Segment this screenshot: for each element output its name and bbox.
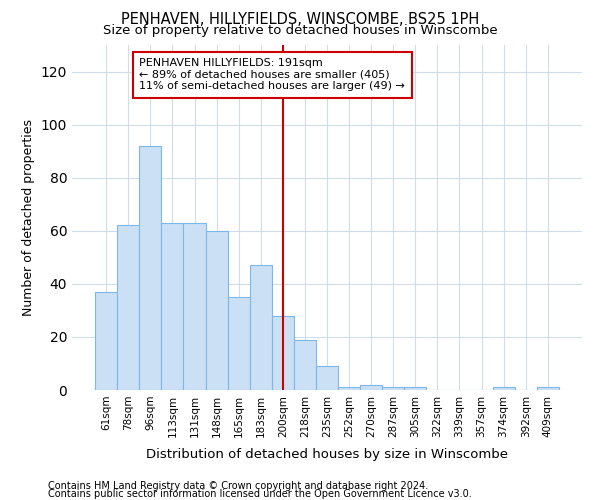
Bar: [360, 384, 382, 390]
Text: PENHAVEN, HILLYFIELDS, WINSCOMBE, BS25 1PH: PENHAVEN, HILLYFIELDS, WINSCOMBE, BS25 1…: [121, 12, 479, 28]
Y-axis label: Number of detached properties: Number of detached properties: [22, 119, 35, 316]
Bar: [206, 231, 227, 390]
Bar: [184, 223, 206, 390]
Bar: [493, 388, 515, 390]
X-axis label: Distribution of detached houses by size in Winscombe: Distribution of detached houses by size …: [146, 448, 508, 461]
Bar: [250, 266, 272, 390]
Bar: [95, 292, 117, 390]
Text: PENHAVEN HILLYFIELDS: 191sqm
← 89% of detached houses are smaller (405)
11% of s: PENHAVEN HILLYFIELDS: 191sqm ← 89% of de…: [139, 58, 405, 92]
Bar: [161, 223, 184, 390]
Text: Contains public sector information licensed under the Open Government Licence v3: Contains public sector information licen…: [48, 489, 472, 499]
Text: Size of property relative to detached houses in Winscombe: Size of property relative to detached ho…: [103, 24, 497, 37]
Bar: [338, 388, 360, 390]
Bar: [272, 316, 294, 390]
Bar: [316, 366, 338, 390]
Bar: [382, 388, 404, 390]
Bar: [404, 388, 427, 390]
Bar: [117, 226, 139, 390]
Bar: [227, 297, 250, 390]
Bar: [139, 146, 161, 390]
Bar: [537, 388, 559, 390]
Text: Contains HM Land Registry data © Crown copyright and database right 2024.: Contains HM Land Registry data © Crown c…: [48, 481, 428, 491]
Bar: [294, 340, 316, 390]
